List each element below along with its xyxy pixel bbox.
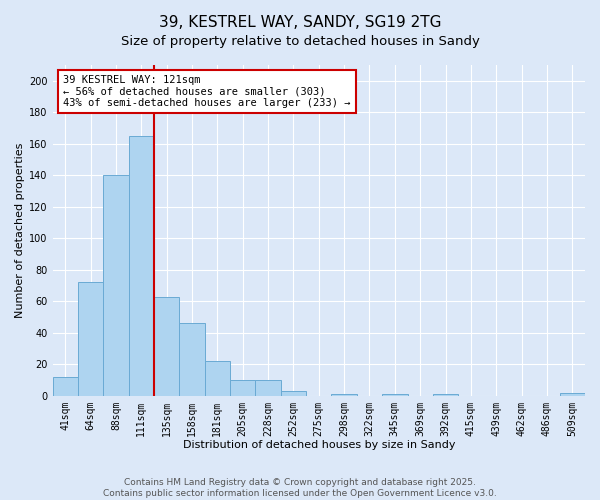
Text: 39 KESTREL WAY: 121sqm
← 56% of detached houses are smaller (303)
43% of semi-de: 39 KESTREL WAY: 121sqm ← 56% of detached…: [63, 75, 350, 108]
Bar: [154, 296, 179, 396]
Bar: [331, 394, 357, 396]
Bar: [281, 391, 306, 396]
Bar: [78, 282, 103, 396]
Bar: [53, 377, 78, 396]
Bar: [205, 361, 230, 396]
Bar: [128, 136, 154, 396]
Text: Size of property relative to detached houses in Sandy: Size of property relative to detached ho…: [121, 35, 479, 48]
Bar: [256, 380, 281, 396]
Text: Contains HM Land Registry data © Crown copyright and database right 2025.
Contai: Contains HM Land Registry data © Crown c…: [103, 478, 497, 498]
Bar: [560, 392, 585, 396]
Bar: [103, 175, 128, 396]
Bar: [230, 380, 256, 396]
Text: 39, KESTREL WAY, SANDY, SG19 2TG: 39, KESTREL WAY, SANDY, SG19 2TG: [159, 15, 441, 30]
Bar: [433, 394, 458, 396]
X-axis label: Distribution of detached houses by size in Sandy: Distribution of detached houses by size …: [182, 440, 455, 450]
Bar: [382, 394, 407, 396]
Y-axis label: Number of detached properties: Number of detached properties: [15, 142, 25, 318]
Bar: [179, 324, 205, 396]
